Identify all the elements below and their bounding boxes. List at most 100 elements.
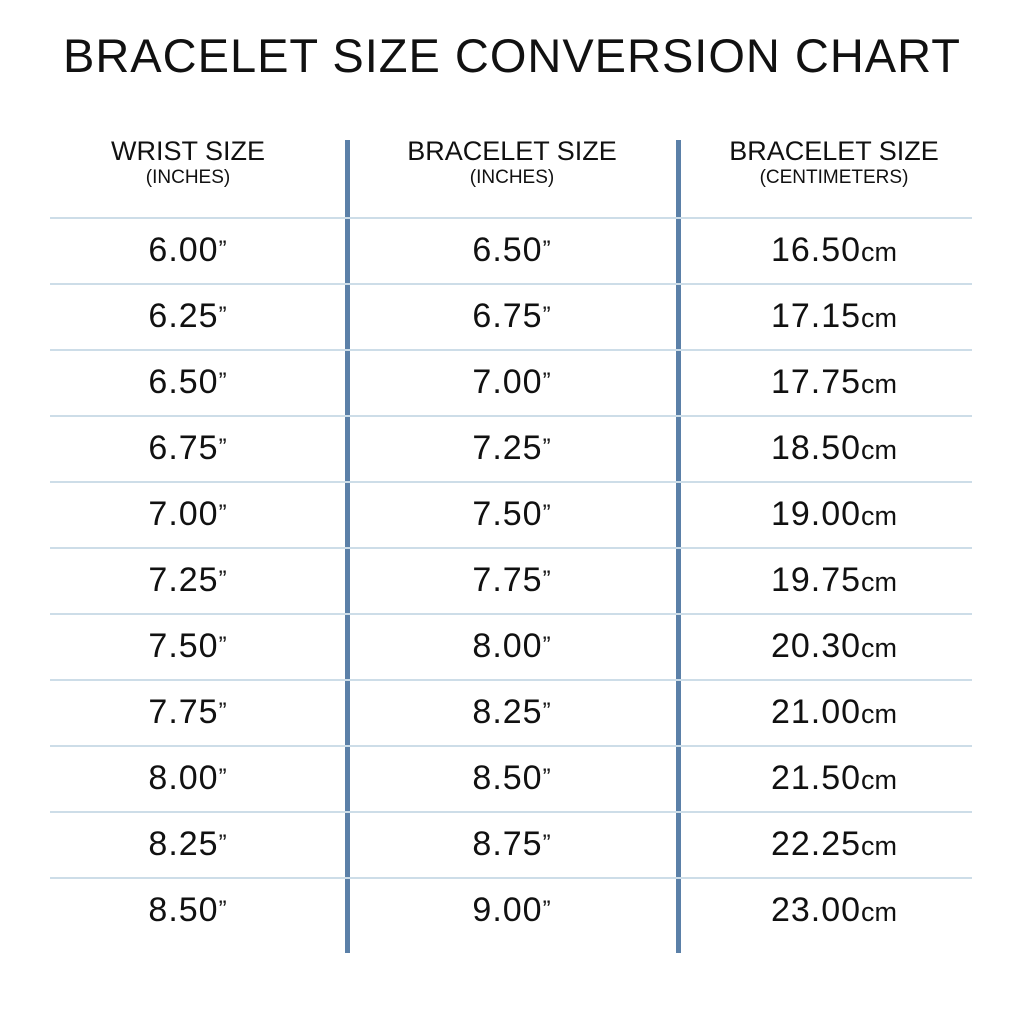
cell-value: 7.25	[472, 429, 543, 467]
table-cell: 8.00”	[362, 626, 662, 666]
cell-value: 16.50	[770, 231, 862, 269]
cell-value: 6.50	[472, 231, 543, 269]
table-cell: 6.25”	[38, 296, 338, 336]
row-divider	[50, 811, 972, 813]
cell-unit: ”	[542, 434, 552, 461]
cell-value: 19.75	[770, 561, 862, 599]
table-cell: 19.00cm	[684, 494, 984, 536]
cell-value: 6.50	[148, 363, 219, 401]
cell-value: 7.00	[472, 363, 543, 401]
cell-value: 8.00	[148, 759, 219, 797]
cell-value: 8.50	[148, 891, 219, 929]
cell-value: 8.50	[472, 759, 543, 797]
cell-unit: ”	[218, 830, 228, 857]
cell-value: 21.50	[770, 759, 862, 797]
cell-unit: cm	[861, 699, 898, 729]
cell-unit: ”	[542, 236, 552, 263]
cell-unit: ”	[218, 566, 228, 593]
table-cell: 7.75”	[362, 560, 662, 600]
cell-unit: ”	[218, 434, 228, 461]
cell-unit: ”	[542, 896, 552, 923]
table-cell: 23.00cm	[684, 890, 984, 932]
row-divider	[50, 613, 972, 615]
cell-unit: cm	[861, 633, 898, 663]
column-header-label: BRACELET SIZE	[729, 136, 939, 166]
column-divider	[676, 140, 681, 953]
cell-unit: cm	[861, 369, 898, 399]
cell-value: 6.75	[148, 429, 219, 467]
table-cell: 6.75”	[362, 296, 662, 336]
cell-unit: ”	[542, 632, 552, 659]
cell-value: 23.00	[770, 891, 862, 929]
cell-unit: cm	[861, 567, 898, 597]
table-cell: 7.00”	[362, 362, 662, 402]
cell-unit: ”	[218, 896, 228, 923]
table-cell: 9.00”	[362, 890, 662, 930]
cell-unit: ”	[542, 368, 552, 395]
row-divider	[50, 217, 972, 219]
column-header-label: WRIST SIZE	[110, 136, 265, 166]
row-divider	[50, 415, 972, 417]
table-cell: 6.50”	[38, 362, 338, 402]
cell-value: 17.75	[770, 363, 862, 401]
table-cell: 7.75”	[38, 692, 338, 732]
cell-unit: ”	[218, 302, 228, 329]
chart-title: BRACELET SIZE CONVERSION CHART	[63, 29, 961, 82]
column-header-bracelet-cm: BRACELET SIZE (CENTIMETERS)	[684, 136, 984, 190]
cell-unit: cm	[861, 435, 898, 465]
column-header-sublabel: (INCHES)	[145, 167, 231, 188]
cell-value: 7.50	[472, 495, 543, 533]
table-cell: 7.50”	[38, 626, 338, 666]
cell-unit: cm	[861, 765, 898, 795]
cell-value: 7.00	[148, 495, 219, 533]
table-cell: 8.00”	[38, 758, 338, 798]
cell-value: 7.50	[148, 627, 219, 665]
cell-unit: ”	[218, 698, 228, 725]
cell-value: 7.25	[148, 561, 219, 599]
cell-unit: ”	[218, 500, 228, 527]
cell-unit: ”	[542, 764, 552, 791]
cell-unit: cm	[861, 501, 898, 531]
row-divider	[50, 877, 972, 879]
table-cell: 17.15cm	[684, 296, 984, 338]
cell-value: 8.75	[472, 825, 543, 863]
cell-unit: ”	[218, 632, 228, 659]
cell-value: 19.00	[770, 495, 862, 533]
table-cell: 7.00”	[38, 494, 338, 534]
table-cell: 6.75”	[38, 428, 338, 468]
column-header-sublabel: (INCHES)	[469, 167, 555, 188]
table-cell: 20.30cm	[684, 626, 984, 668]
cell-unit: ”	[218, 236, 228, 263]
table-cell: 7.50”	[362, 494, 662, 534]
table-cell: 17.75cm	[684, 362, 984, 404]
table-cell: 8.50”	[38, 890, 338, 930]
column-header-wrist-inches: WRIST SIZE (INCHES)	[38, 136, 338, 190]
cell-value: 7.75	[472, 561, 543, 599]
column-header-bracelet-inches: BRACELET SIZE (INCHES)	[362, 136, 662, 190]
table-cell: 8.25”	[362, 692, 662, 732]
cell-unit: cm	[861, 897, 898, 927]
cell-value: 8.25	[472, 693, 543, 731]
cell-unit: cm	[861, 237, 898, 267]
cell-value: 7.75	[148, 693, 219, 731]
table-cell: 6.50”	[362, 230, 662, 270]
row-divider	[50, 481, 972, 483]
cell-value: 6.75	[472, 297, 543, 335]
row-divider	[50, 745, 972, 747]
column-divider	[345, 140, 350, 953]
cell-value: 17.15	[770, 297, 862, 335]
table-cell: 7.25”	[38, 560, 338, 600]
table-cell: 22.25cm	[684, 824, 984, 866]
cell-unit: ”	[218, 764, 228, 791]
cell-unit: ”	[542, 698, 552, 725]
table-cell: 7.25”	[362, 428, 662, 468]
cell-value: 6.25	[148, 297, 219, 335]
cell-value: 21.00	[770, 693, 862, 731]
table-cell: 21.00cm	[684, 692, 984, 734]
row-divider	[50, 547, 972, 549]
cell-unit: ”	[218, 368, 228, 395]
cell-value: 8.00	[472, 627, 543, 665]
cell-unit: cm	[861, 303, 898, 333]
cell-value: 6.00	[148, 231, 219, 269]
row-divider	[50, 349, 972, 351]
